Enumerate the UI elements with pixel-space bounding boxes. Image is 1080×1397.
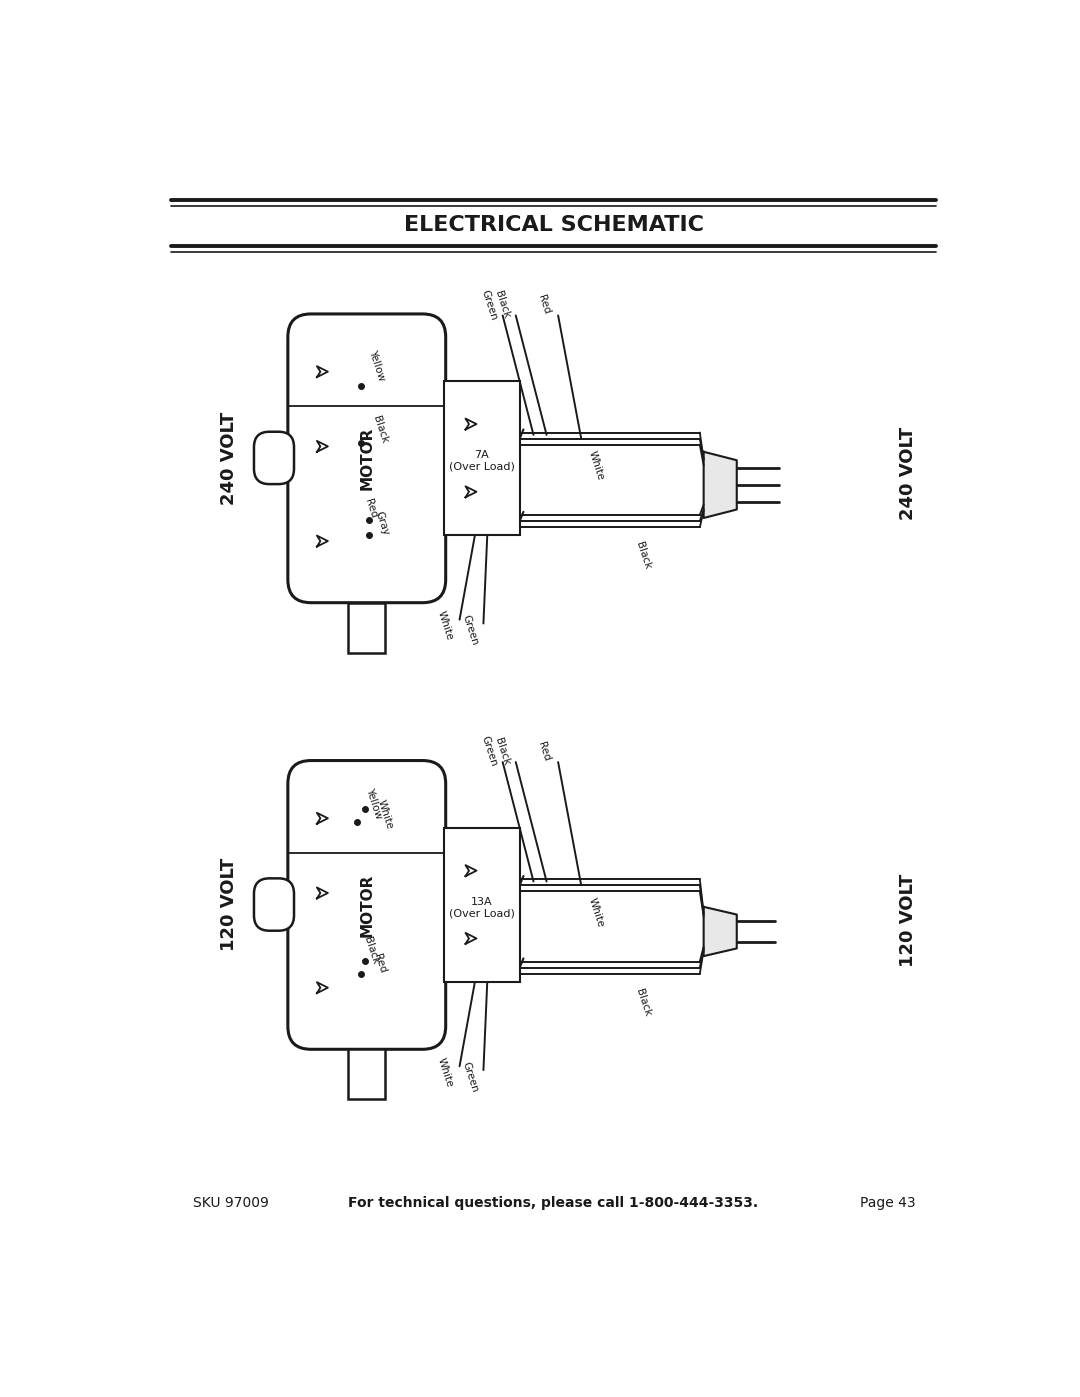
Bar [444, 381, 519, 535]
Polygon shape [704, 907, 737, 956]
Polygon shape [704, 451, 737, 518]
Text: MOTOR: MOTOR [360, 426, 375, 490]
Text: Red: Red [363, 497, 379, 518]
Text: 7A
(Over Load): 7A (Over Load) [449, 450, 515, 472]
Text: Green: Green [461, 613, 480, 647]
Text: Red: Red [373, 953, 388, 975]
Text: White: White [588, 450, 606, 482]
Text: 120 VOLT: 120 VOLT [899, 873, 917, 967]
Text: Green: Green [461, 1060, 480, 1094]
Text: White: White [588, 897, 606, 928]
Text: Yellow: Yellow [364, 787, 383, 820]
FancyBboxPatch shape [254, 879, 294, 930]
Bar [444, 827, 519, 982]
Bar [348, 602, 386, 652]
FancyBboxPatch shape [288, 760, 446, 1049]
Text: Black: Black [492, 289, 511, 320]
Text: Green: Green [480, 288, 499, 321]
Text: Red: Red [537, 293, 552, 316]
Text: MOTOR: MOTOR [360, 873, 375, 936]
Text: White: White [436, 610, 455, 641]
Text: 240 VOLT: 240 VOLT [899, 426, 917, 520]
Text: Red: Red [537, 740, 552, 763]
Text: White: White [436, 1056, 455, 1088]
Text: Green: Green [480, 735, 499, 768]
Text: White: White [376, 799, 394, 830]
FancyBboxPatch shape [288, 314, 446, 602]
Text: Gray: Gray [374, 510, 390, 536]
Text: 13A
(Over Load): 13A (Over Load) [449, 897, 515, 918]
Text: Black: Black [492, 736, 511, 767]
Text: Yellow: Yellow [367, 349, 387, 383]
Text: Black: Black [372, 415, 390, 444]
Text: Page 43: Page 43 [860, 1196, 916, 1210]
FancyBboxPatch shape [254, 432, 294, 485]
Text: ELECTRICAL SCHEMATIC: ELECTRICAL SCHEMATIC [404, 215, 703, 235]
Text: 240 VOLT: 240 VOLT [219, 411, 238, 504]
Text: Black: Black [634, 988, 652, 1017]
Text: Black: Black [634, 541, 652, 571]
Text: For technical questions, please call 1-800-444-3353.: For technical questions, please call 1-8… [349, 1196, 758, 1210]
Text: Black: Black [362, 936, 380, 965]
Text: SKU 97009: SKU 97009 [193, 1196, 269, 1210]
Text: 120 VOLT: 120 VOLT [219, 858, 238, 951]
Bar [348, 1049, 386, 1099]
